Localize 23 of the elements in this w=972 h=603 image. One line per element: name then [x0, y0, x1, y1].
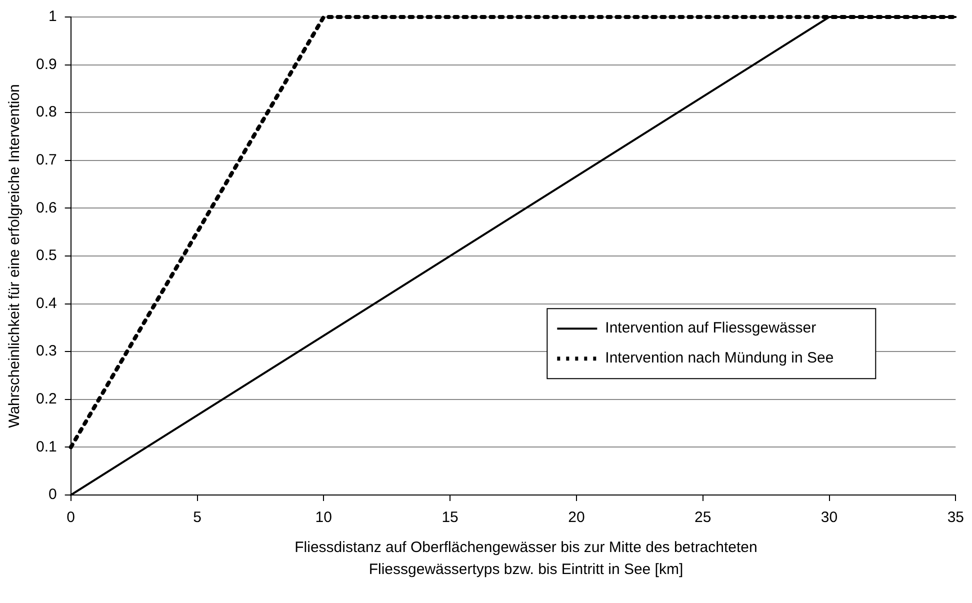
y-tick-label: 0	[48, 486, 57, 504]
legend-label: Intervention auf Fliessgewässer	[605, 320, 816, 337]
x-tick-label: 30	[820, 509, 838, 526]
y-tick-label: 0.1	[36, 438, 57, 456]
x-tick-label: 5	[193, 509, 202, 526]
y-tick-label: 0.9	[36, 56, 57, 73]
x-axis-title: Fliessdistanz auf Oberflächengewässer bis zur Mitte des betrachteten Fliessgewässertyps bzw. bis Eintritt in See [km]	[294, 538, 758, 580]
legend-label: Intervention nach Mündung in See	[605, 350, 834, 367]
y-tick-label: 0.6	[36, 199, 57, 216]
x-tick-label: 0	[66, 509, 76, 526]
y-tick-label: 0.4	[36, 294, 57, 312]
y-tick-label: 0.5	[36, 247, 57, 264]
x-tick-label: 20	[568, 509, 585, 526]
y-tick-label: 0.2	[36, 390, 57, 408]
y-axis-title: Wahrscheinlichkeit für eine erfolgreiche Intervention	[6, 84, 24, 428]
x-tick-label: 15	[442, 509, 458, 526]
y-tick-label: 0.8	[36, 104, 57, 121]
y-tick-label: 0.3	[36, 342, 57, 360]
x-tick-label: 10	[315, 509, 332, 526]
x-tick-label: 25	[694, 509, 712, 526]
y-tick-label: 1	[48, 8, 57, 26]
y-tick-label: 0.7	[36, 152, 57, 169]
x-tick-label: 35	[947, 509, 964, 526]
